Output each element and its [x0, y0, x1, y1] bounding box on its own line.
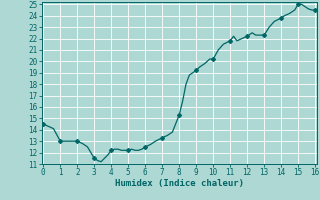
X-axis label: Humidex (Indice chaleur): Humidex (Indice chaleur): [115, 179, 244, 188]
